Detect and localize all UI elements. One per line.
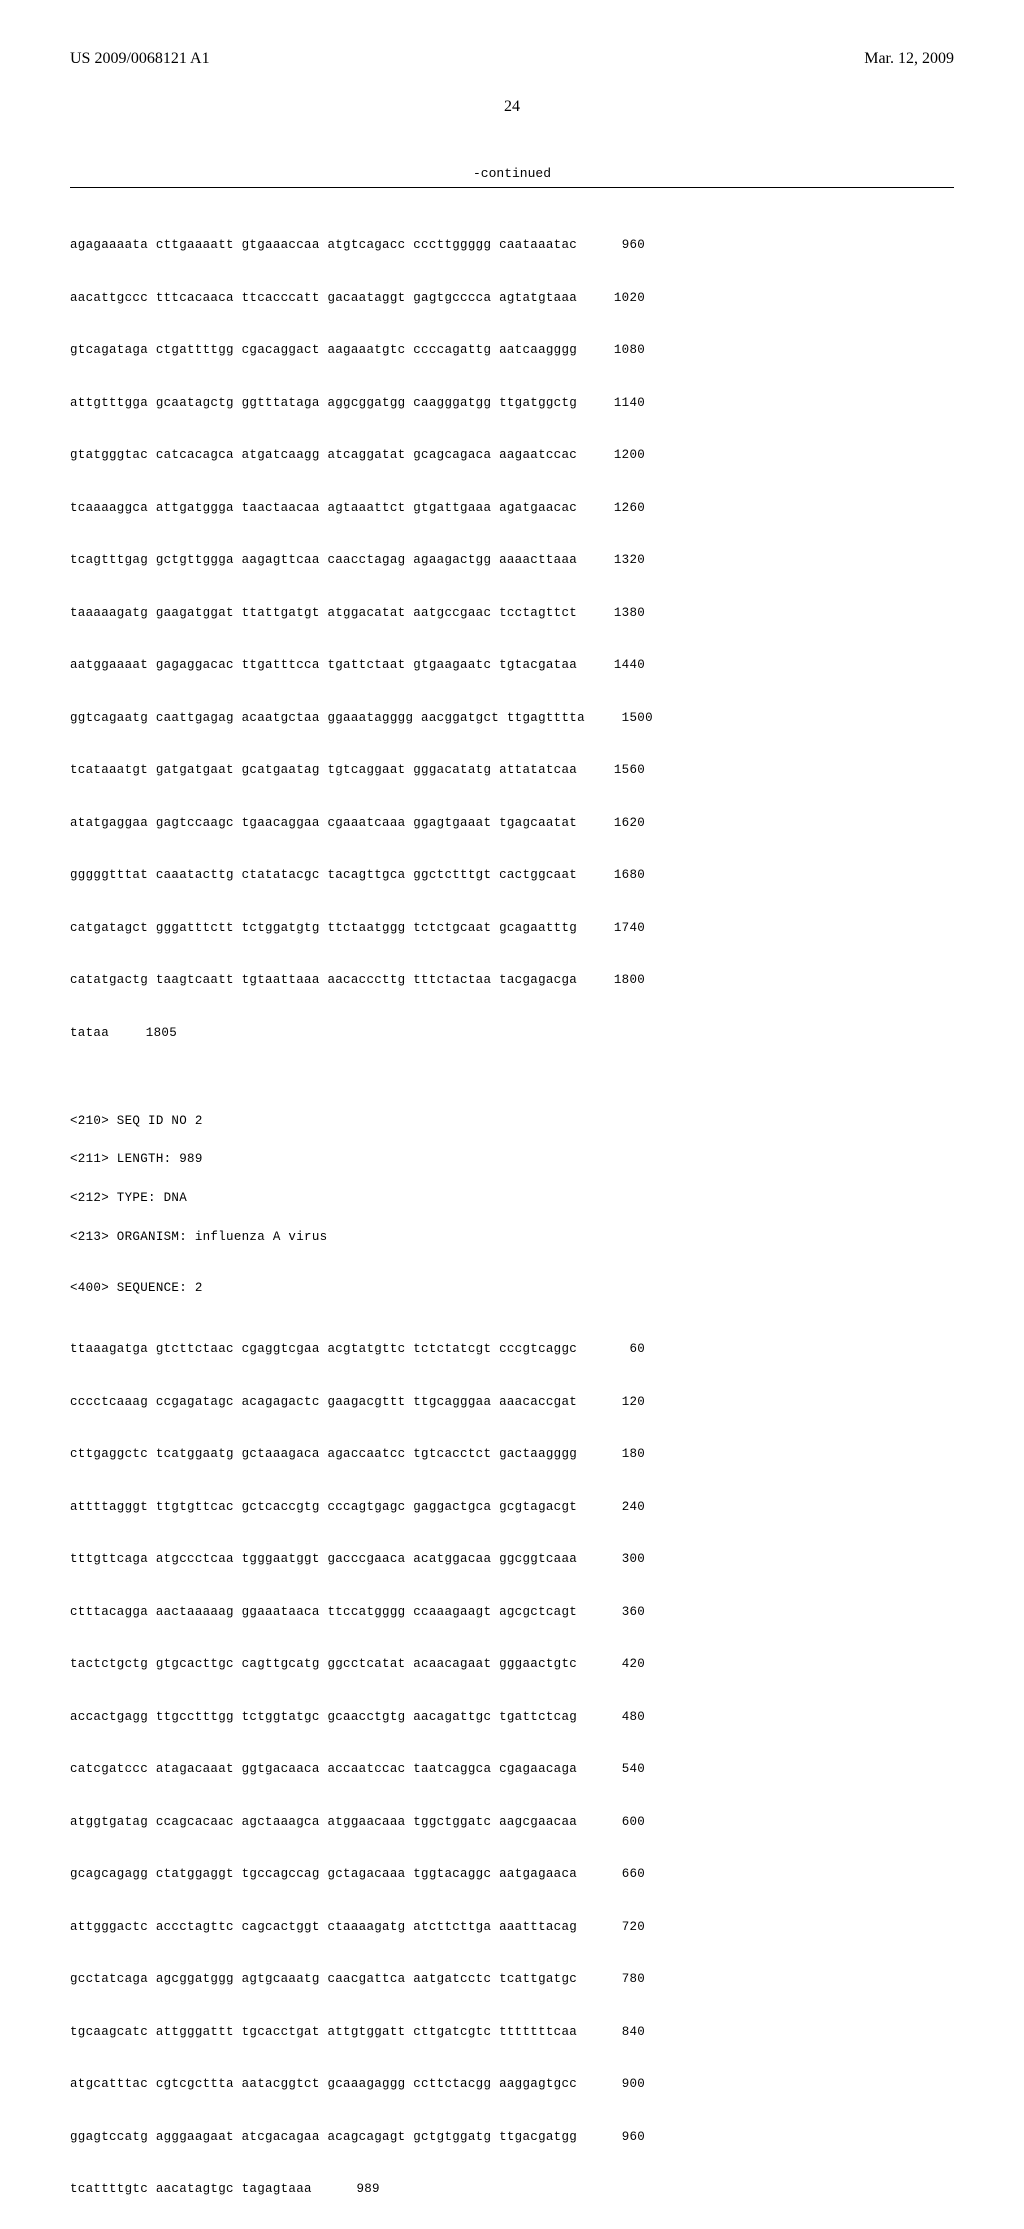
seq1-num: 1080 <box>605 337 645 363</box>
seq1-num: 1380 <box>605 600 645 626</box>
seq2-row: attgggactc accctagttc cagcactggt ctaaaag… <box>70 1914 577 1940</box>
seq1-row: tcaaaaggca attgatggga taactaacaa agtaaat… <box>70 495 577 521</box>
seq1-row: tcagtttgag gctgttggga aagagttcaa caaccta… <box>70 547 577 573</box>
seq-meta-line: <213> ORGANISM: influenza A virus <box>70 1228 954 1247</box>
seq1-row: taaaaagatg gaagatggat ttattgatgt atggaca… <box>70 600 577 626</box>
seq2-row: tactctgctg gtgcacttgc cagttgcatg ggcctca… <box>70 1651 577 1677</box>
continued-label: -continued <box>70 166 954 181</box>
page-header: US 2009/0068121 A1 Mar. 12, 2009 <box>70 50 954 68</box>
seq-meta-line: <210> SEQ ID NO 2 <box>70 1112 954 1131</box>
seq1-num: 1805 <box>137 1020 177 1046</box>
seq2-row: gcctatcaga agcggatggg agtgcaaatg caacgat… <box>70 1966 577 1992</box>
seq2-row: atggtgatag ccagcacaac agctaaagca atggaac… <box>70 1809 577 1835</box>
seq1-num: 1680 <box>605 862 645 888</box>
seq2-row: atgcatttac cgtcgcttta aatacggtct gcaaaga… <box>70 2071 577 2097</box>
seq2-num: 360 <box>605 1599 645 1625</box>
seq1-row: aacattgccc tttcacaaca ttcacccatt gacaata… <box>70 285 577 311</box>
seq1-row: attgtttgga gcaatagctg ggtttataga aggcgga… <box>70 390 577 416</box>
seq2-num: 180 <box>605 1441 645 1467</box>
seq1-num: 1020 <box>605 285 645 311</box>
seq-meta-line: <212> TYPE: DNA <box>70 1189 954 1208</box>
seq-meta-line: <211> LENGTH: 989 <box>70 1150 954 1169</box>
sequence-block-2: ttaaagatga gtcttctaac cgaggtcgaa acgtatg… <box>70 1310 954 2229</box>
seq2-row: tcattttgtc aacatagtgc tagagtaaa <box>70 2176 312 2202</box>
sequence-block-1: agagaaaata cttgaaaatt gtgaaaccaa atgtcag… <box>70 206 954 1072</box>
publication-date: Mar. 12, 2009 <box>864 50 954 68</box>
seq2-num: 120 <box>605 1389 645 1415</box>
seq1-row: tataa <box>70 1020 109 1046</box>
seq2-num: 420 <box>605 1651 645 1677</box>
seq1-num: 1260 <box>605 495 645 521</box>
seq2-row: tgcaagcatc attgggattt tgcacctgat attgtgg… <box>70 2019 577 2045</box>
seq1-row: ggtcagaatg caattgagag acaatgctaa ggaaata… <box>70 705 585 731</box>
seq2-row: attttagggt ttgtgttcac gctcaccgtg cccagtg… <box>70 1494 577 1520</box>
seq2-num: 540 <box>605 1756 645 1782</box>
seq2-num: 240 <box>605 1494 645 1520</box>
seq2-row: gcagcagagg ctatggaggt tgccagccag gctagac… <box>70 1861 577 1887</box>
seq2-num: 480 <box>605 1704 645 1730</box>
seq1-num: 1140 <box>605 390 645 416</box>
seq2-num: 660 <box>605 1861 645 1887</box>
seq2-num: 840 <box>605 2019 645 2045</box>
seq2-row: tttgttcaga atgccctcaa tgggaatggt gacccga… <box>70 1546 577 1572</box>
seq1-row: gtatgggtac catcacagca atgatcaagg atcagga… <box>70 442 577 468</box>
seq2-row: cttgaggctc tcatggaatg gctaaagaca agaccaa… <box>70 1441 577 1467</box>
seq2-row: catcgatccc atagacaaat ggtgacaaca accaatc… <box>70 1756 577 1782</box>
sequence-meta: <210> SEQ ID NO 2 <211> LENGTH: 989 <212… <box>70 1092 954 1266</box>
seq1-num: 1560 <box>605 757 645 783</box>
divider-line <box>70 187 954 188</box>
seq2-row: accactgagg ttgcctttgg tctggtatgc gcaacct… <box>70 1704 577 1730</box>
seq1-num: 1320 <box>605 547 645 573</box>
seq1-num: 1800 <box>605 967 645 993</box>
seq2-row: ctttacagga aactaaaaag ggaaataaca ttccatg… <box>70 1599 577 1625</box>
seq1-row: gtcagataga ctgattttgg cgacaggact aagaaat… <box>70 337 577 363</box>
seq1-num: 1620 <box>605 810 645 836</box>
seq2-num: 720 <box>605 1914 645 1940</box>
seq1-num: 1200 <box>605 442 645 468</box>
seq1-num: 960 <box>605 232 645 258</box>
seq2-num: 600 <box>605 1809 645 1835</box>
seq1-row: gggggtttat caaatacttg ctatatacgc tacagtt… <box>70 862 577 888</box>
seq2-num: 780 <box>605 1966 645 1992</box>
seq1-num: 1500 <box>613 705 653 731</box>
seq2-row: ttaaagatga gtcttctaac cgaggtcgaa acgtatg… <box>70 1336 577 1362</box>
seq2-num: 60 <box>605 1336 645 1362</box>
seq2-row: cccctcaaag ccgagatagc acagagactc gaagacg… <box>70 1389 577 1415</box>
seq2-row: ggagtccatg agggaagaat atcgacagaa acagcag… <box>70 2124 577 2150</box>
seq2-num: 900 <box>605 2071 645 2097</box>
seq2-num: 989 <box>340 2176 380 2202</box>
page-number: 24 <box>70 98 954 116</box>
seq1-num: 1740 <box>605 915 645 941</box>
seq1-row: catatgactg taagtcaatt tgtaattaaa aacaccc… <box>70 967 577 993</box>
seq1-row: tcataaatgt gatgatgaat gcatgaatag tgtcagg… <box>70 757 577 783</box>
publication-number: US 2009/0068121 A1 <box>70 50 210 68</box>
seq1-row: aatggaaaat gagaggacac ttgatttcca tgattct… <box>70 652 577 678</box>
sequence-label: <400> SEQUENCE: 2 <box>70 1279 954 1298</box>
seq2-num: 300 <box>605 1546 645 1572</box>
seq1-row: catgatagct gggatttctt tctggatgtg ttctaat… <box>70 915 577 941</box>
seq2-num: 960 <box>605 2124 645 2150</box>
seq1-row: agagaaaata cttgaaaatt gtgaaaccaa atgtcag… <box>70 232 577 258</box>
seq1-row: atatgaggaa gagtccaagc tgaacaggaa cgaaatc… <box>70 810 577 836</box>
seq1-num: 1440 <box>605 652 645 678</box>
